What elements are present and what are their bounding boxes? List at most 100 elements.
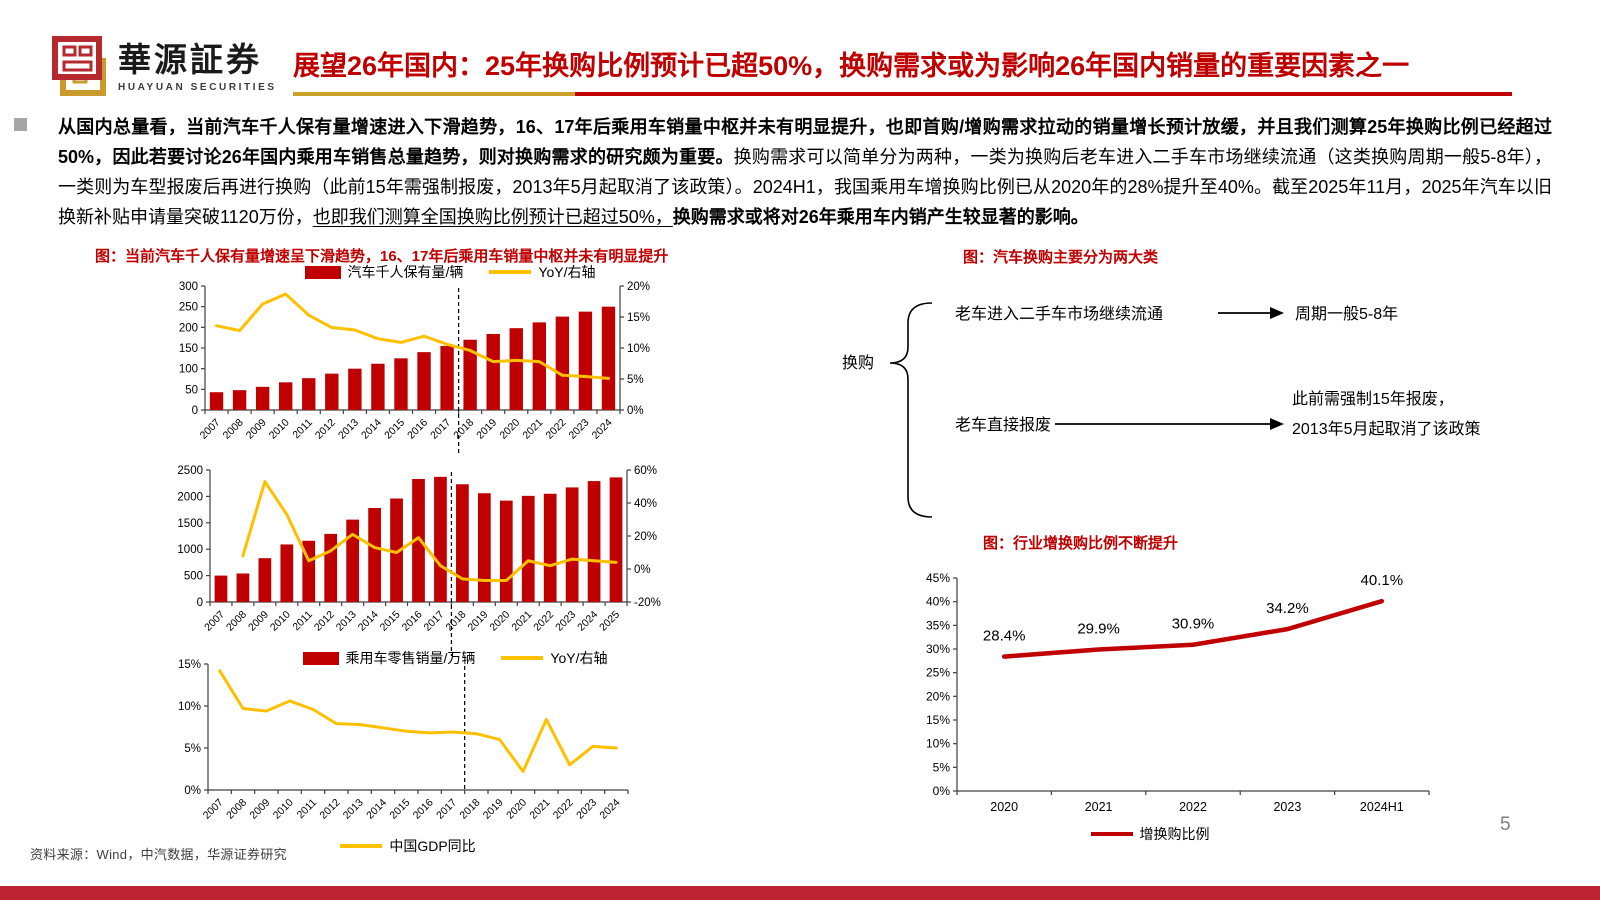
svg-text:5%: 5% <box>933 760 951 774</box>
svg-text:2019: 2019 <box>481 797 506 822</box>
source-note: 资料来源：Wind，中汽数据，华源证券研究 <box>30 847 287 862</box>
svg-text:500: 500 <box>184 571 203 583</box>
legend-label: YoY/右轴 <box>550 650 608 666</box>
diagram-branch2-label: 老车直接报废 <box>955 417 1052 434</box>
svg-text:300: 300 <box>179 281 198 293</box>
trade-in-diagram: 换购 老车进入二手车市场继续流通 周期一般5-8年 老车直接报废 此前需强制15… <box>840 285 1552 535</box>
svg-text:2010: 2010 <box>268 609 293 634</box>
svg-text:29.9%: 29.9% <box>1077 620 1120 637</box>
chart-legend: 乘用车零售销量/万辆 YoY/右轴 <box>175 648 735 668</box>
svg-text:2011: 2011 <box>290 609 315 634</box>
svg-text:2014: 2014 <box>364 797 389 822</box>
body-segment: 换购需求或将对26年乘用车内销产生较显著的影响。 <box>672 207 1089 227</box>
svg-text:2013: 2013 <box>336 417 361 442</box>
svg-text:2024: 2024 <box>597 797 622 822</box>
svg-text:150: 150 <box>179 343 198 355</box>
svg-text:15%: 15% <box>178 659 201 671</box>
legend-item: YoY/右轴 <box>501 648 607 668</box>
svg-text:2014: 2014 <box>356 609 381 634</box>
line-swatch <box>489 270 532 274</box>
diagram-root-label: 换购 <box>842 355 875 372</box>
diagram-title: 图：汽车换购主要分为两大类 <box>963 249 1159 266</box>
legend-label: 乘用车零售销量/万辆 <box>345 650 476 666</box>
body-segment: 从国内总量看，当前汽车千人保有量增速进入下滑趋势，16、17年后乘用车销量中枢并… <box>58 117 1552 167</box>
legend-label: 中国GDP同比 <box>389 838 476 854</box>
line-swatch <box>501 656 544 660</box>
chart-vehicle-per-1000: 0501001502002503000%5%10%15%20%200720082… <box>179 281 650 454</box>
svg-text:2013: 2013 <box>341 797 366 822</box>
svg-text:2019: 2019 <box>474 417 499 442</box>
diagram-branch2-result-line2: 2013年5月起取消了该政策 <box>1292 421 1481 438</box>
svg-text:2011: 2011 <box>290 417 315 442</box>
svg-text:2021: 2021 <box>509 609 534 634</box>
diagram-branch1-label: 老车进入二手车市场继续流通 <box>955 306 1164 323</box>
svg-text:2020: 2020 <box>487 609 512 634</box>
svg-text:2011: 2011 <box>295 797 320 822</box>
svg-text:2009: 2009 <box>246 609 271 634</box>
svg-text:10%: 10% <box>926 737 950 751</box>
svg-text:2021: 2021 <box>520 417 545 442</box>
arrow-head-icon <box>1270 307 1284 319</box>
svg-text:2010: 2010 <box>271 797 296 822</box>
legend-item: 增换购比例 <box>1090 824 1210 844</box>
svg-text:20%: 20% <box>926 689 950 703</box>
svg-text:2024H1: 2024H1 <box>1360 800 1404 814</box>
svg-text:2023: 2023 <box>553 609 578 634</box>
svg-text:2009: 2009 <box>244 417 269 442</box>
svg-text:2018: 2018 <box>451 417 476 442</box>
svg-text:200: 200 <box>179 322 198 334</box>
line-swatch <box>1090 832 1133 836</box>
body-paragraph: 从国内总量看，当前汽车千人保有量增速进入下滑趋势，16、17年后乘用车销量中枢并… <box>58 112 1552 232</box>
svg-text:45%: 45% <box>926 571 950 585</box>
legend-item: 中国GDP同比 <box>340 836 476 856</box>
svg-text:0: 0 <box>197 597 203 609</box>
svg-text:2019: 2019 <box>465 609 490 634</box>
legend-label: YoY/右轴 <box>538 264 596 280</box>
svg-text:34.2%: 34.2% <box>1266 600 1309 617</box>
svg-text:-20%: -20% <box>634 597 661 609</box>
bar-swatch <box>304 265 341 279</box>
svg-text:25%: 25% <box>926 666 950 680</box>
legend-label: 汽车千人保有量/辆 <box>347 264 464 280</box>
svg-text:250: 250 <box>179 302 198 314</box>
svg-text:0%: 0% <box>933 784 951 798</box>
bar-swatch <box>302 651 339 665</box>
svg-text:10%: 10% <box>178 701 201 713</box>
svg-text:2015: 2015 <box>387 797 412 822</box>
svg-text:2012: 2012 <box>313 417 338 442</box>
svg-text:2020: 2020 <box>497 417 522 442</box>
page-title: 展望26年国内：25年换购比例预计已超50%，换购需求或为影响26年国内销量的重… <box>293 51 1410 81</box>
svg-text:15%: 15% <box>926 713 950 727</box>
svg-text:2022: 2022 <box>1179 800 1207 814</box>
svg-text:40.1%: 40.1% <box>1361 572 1404 589</box>
chart-legend: 增换购比例 <box>870 824 1430 844</box>
svg-text:2021: 2021 <box>1085 800 1113 814</box>
legend-label: 增换购比例 <box>1139 826 1210 842</box>
svg-text:20%: 20% <box>627 281 650 293</box>
svg-text:2014: 2014 <box>359 417 384 442</box>
svg-text:2023: 2023 <box>574 797 599 822</box>
diagram-connectors <box>889 302 1284 518</box>
bottom-accent-bar <box>0 886 1600 900</box>
chart-trade-in-ratio: 0% 5% 10% 15% 20% 25% 30% 35% 40% 45% 28.4% 29.9% 30… <box>926 571 1430 814</box>
right-chart-title: 图：行业增换购比例不断提升 <box>983 535 1179 552</box>
svg-text:5%: 5% <box>627 374 644 386</box>
svg-text:35%: 35% <box>926 618 950 632</box>
svg-text:2016: 2016 <box>411 797 436 822</box>
chart-pv-retail: 05001000150020002500-20%0%20%40%60%20072… <box>177 465 661 656</box>
chart-legend: 中国GDP同比 <box>168 836 648 856</box>
bullet-square <box>14 118 27 131</box>
svg-text:2016: 2016 <box>405 417 430 442</box>
logo-text: 華源証券 HUAYUAN SECURITIES <box>118 40 277 93</box>
svg-text:2024: 2024 <box>590 417 615 442</box>
left-chart-title: 图：当前汽车千人保有量增速呈下滑趋势，16、17年后乘用车销量中枢并未有明显提升 <box>95 248 669 265</box>
chart-china-gdp: 0%5%10%15%200720082009201020112012201320… <box>178 659 629 822</box>
svg-text:2013: 2013 <box>334 609 359 634</box>
svg-text:0: 0 <box>192 405 198 417</box>
svg-text:2007: 2007 <box>198 417 223 442</box>
svg-text:30%: 30% <box>926 642 950 656</box>
svg-text:2008: 2008 <box>221 417 246 442</box>
svg-text:2024: 2024 <box>575 609 600 634</box>
svg-text:2008: 2008 <box>224 797 249 822</box>
svg-text:15%: 15% <box>627 312 650 324</box>
